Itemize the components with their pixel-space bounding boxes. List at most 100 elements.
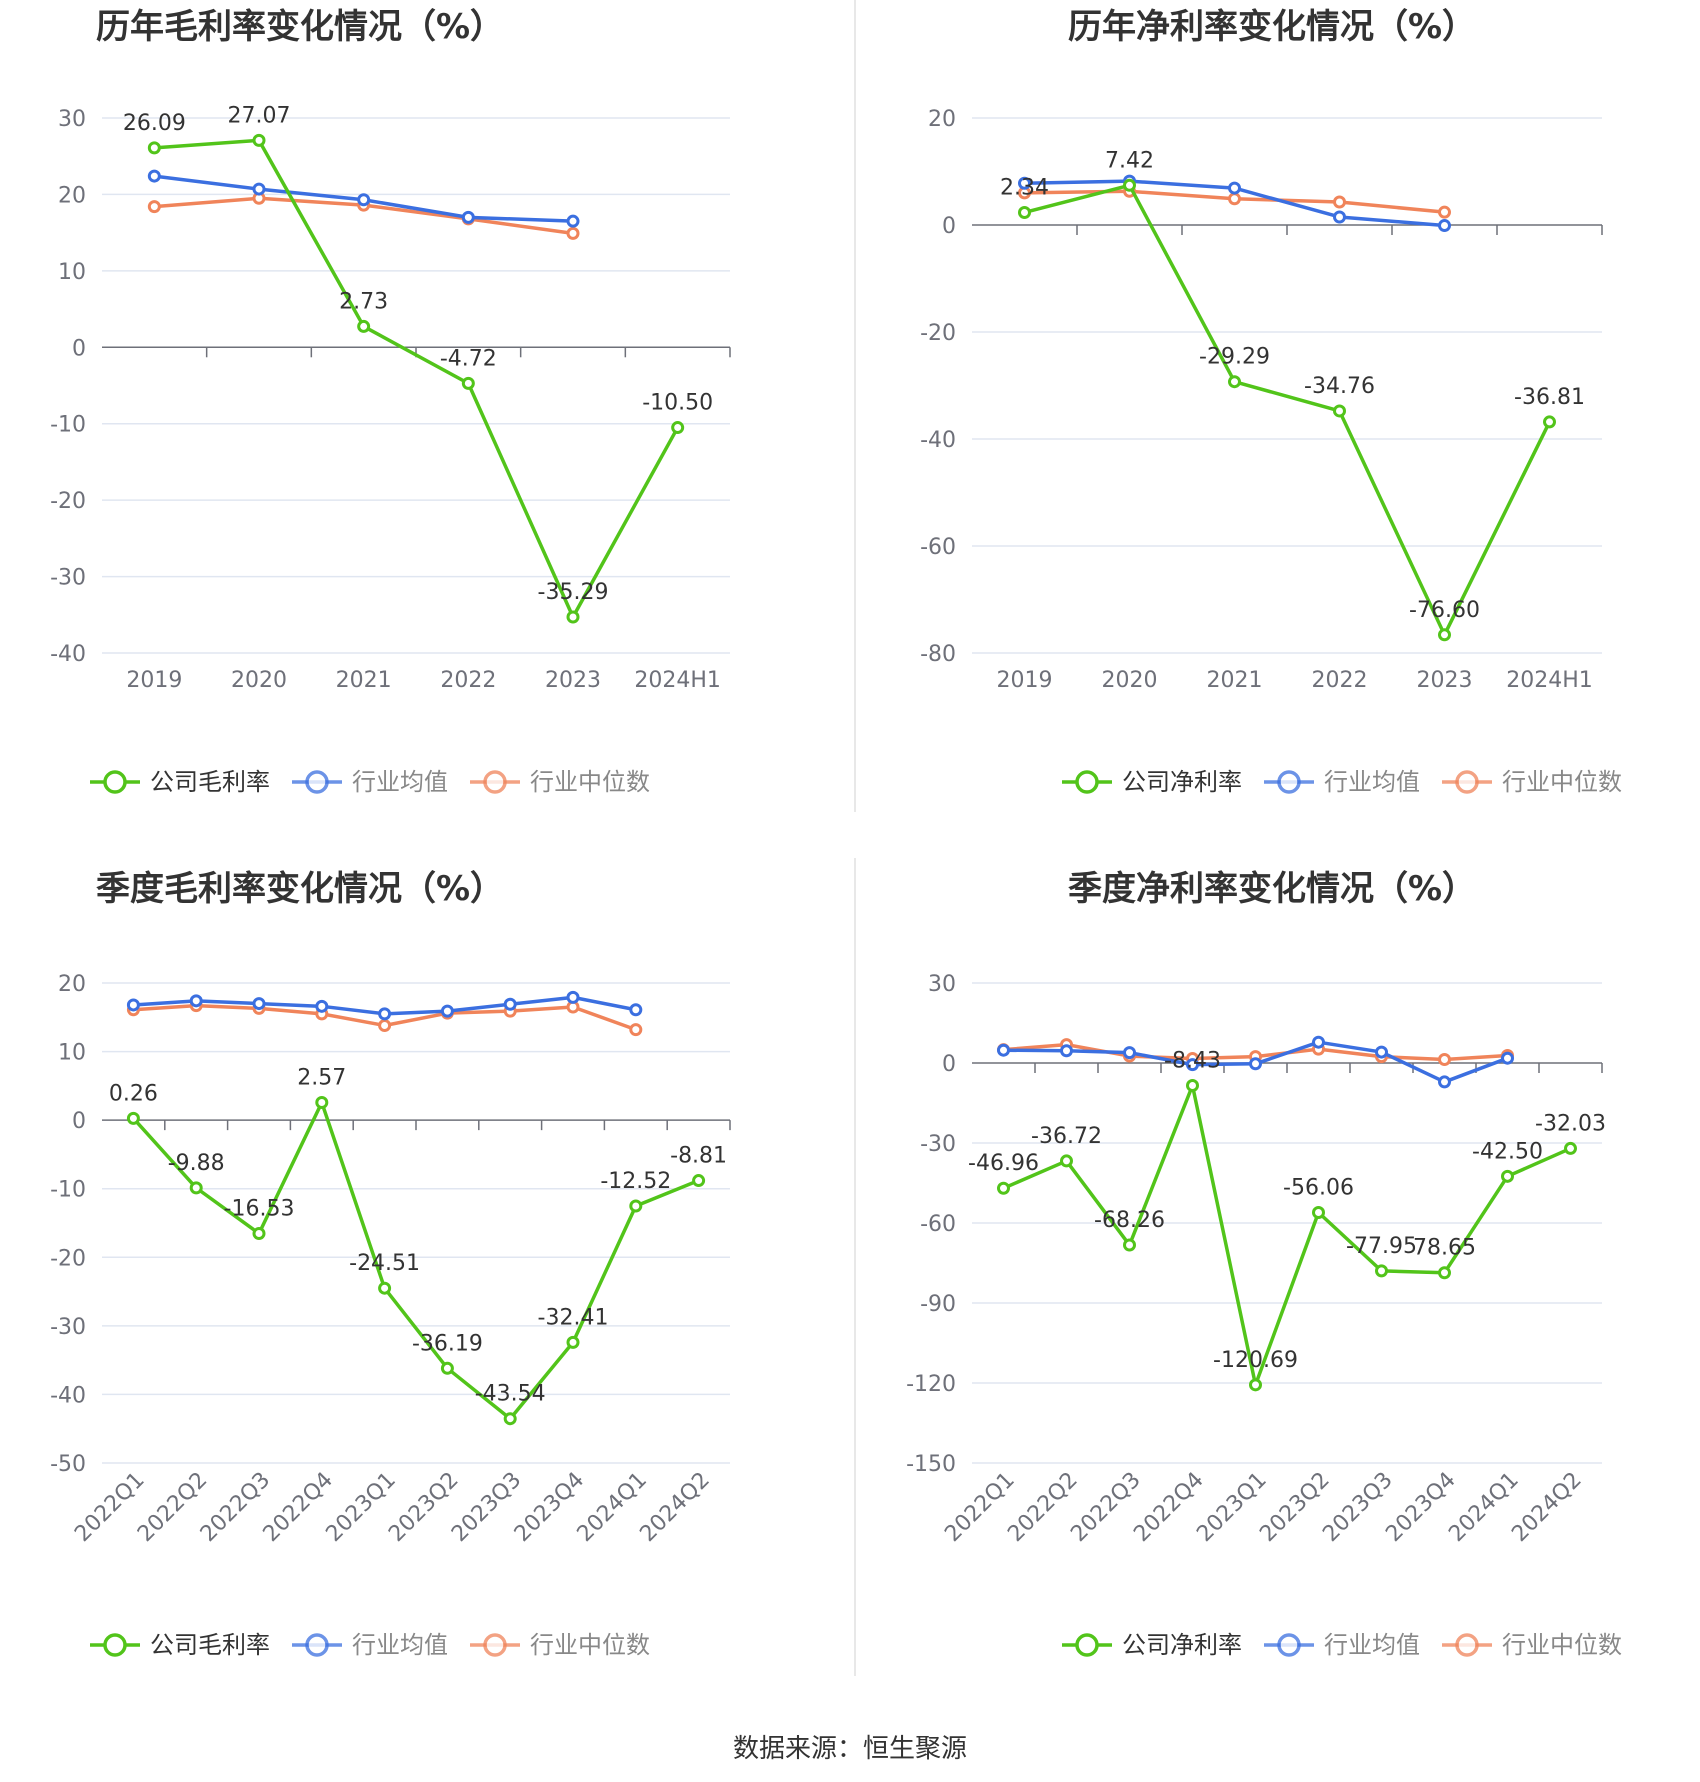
legend-item-avg[interactable]: 行业均值 [292,768,448,796]
data-label: -8.81 [670,1144,727,1169]
chart-title: 历年毛利率变化情况（%） [96,7,504,47]
data-point-company [147,141,161,155]
data-point-avg [997,1043,1010,1057]
chart-title: 季度净利率变化情况（%） [1068,869,1476,909]
x-tick-label: 2019 [126,668,182,693]
y-tick-label: -20 [920,321,956,346]
data-label: 0.26 [109,1081,158,1106]
data-point-avg [566,214,580,228]
x-tick-label: 2023 [1417,668,1473,693]
x-tick-label: 2024Q2 [635,1468,714,1547]
data-point-company [357,319,371,333]
data-point-company [1375,1264,1388,1278]
data-label: 2.73 [339,289,388,314]
y-tick-label: 0 [72,336,86,361]
y-tick-label: -30 [50,1315,86,1340]
data-label: -35.29 [538,580,609,605]
legend-label: 行业均值 [352,1631,448,1659]
data-point-company [997,1181,1010,1195]
data-point-avg [1228,181,1241,195]
data-point-avg [252,182,266,196]
legend-label: 行业中位数 [530,1631,650,1659]
x-tick-label: 2022 [1312,668,1368,693]
legend-item-company[interactable]: 公司净利率 [1062,1631,1242,1659]
data-point-median [1333,195,1346,209]
legend-item-median[interactable]: 行业中位数 [470,768,650,796]
data-label: -4.72 [440,346,497,371]
data-point-avg [1186,1058,1199,1072]
legend-item-company[interactable]: 公司毛利率 [90,1631,270,1659]
y-tick-label: -60 [920,535,956,560]
data-point-avg [1438,1075,1451,1089]
y-tick-label: -20 [50,1246,86,1271]
legend-label: 公司净利率 [1122,1631,1242,1659]
data-label: -36.72 [1031,1124,1102,1149]
x-tick-label: 2024Q2 [1507,1468,1586,1547]
data-point-company [629,1199,643,1213]
legend-item-median[interactable]: 行业中位数 [1442,768,1622,796]
data-point-company [1228,375,1241,389]
data-point-avg [1501,1051,1514,1065]
legend-item-median[interactable]: 行业中位数 [470,1631,650,1659]
legend-label: 公司净利率 [1122,768,1242,796]
x-tick-label: 2019 [997,668,1053,693]
legend-swatch-marker [1277,1633,1301,1657]
legend-item-avg[interactable]: 行业均值 [292,1631,448,1659]
data-label: 26.09 [123,111,186,136]
data-label: -56.06 [1283,1175,1354,1200]
series-line-company [1024,183,1552,637]
legend-label: 行业均值 [1324,768,1420,796]
y-tick-label: -120 [906,1372,956,1397]
x-tick-label: 2021 [336,668,392,693]
data-point-avg [440,1004,454,1018]
data-point-company [126,1111,140,1125]
legend-swatch-marker [483,1633,507,1657]
data-point-company [378,1281,392,1295]
y-tick-label: -10 [50,1178,86,1203]
x-tick-label: 2020 [1102,668,1158,693]
data-point-avg [126,998,140,1012]
y-tick-label: 20 [928,107,956,132]
legend-item-avg[interactable]: 行业均值 [1264,1631,1420,1659]
y-tick-label: 10 [58,260,86,285]
legend-item-company[interactable]: 公司净利率 [1062,768,1242,796]
y-tick-label: 10 [58,1041,86,1066]
data-label: 78.65 [1413,1236,1476,1261]
data-point-avg [189,994,203,1008]
data-point-avg [503,997,517,1011]
chart-panel-3: 季度毛利率变化情况（%）20100-10-20-30-40-502022Q120… [50,869,731,1659]
legend-item-company[interactable]: 公司毛利率 [90,768,270,796]
y-tick-label: 30 [58,107,86,132]
data-point-avg [566,990,580,1004]
legend-swatch-marker [1455,1633,1479,1657]
legend-swatch-marker [1075,770,1099,794]
y-tick-label: 0 [72,1109,86,1134]
data-label: -9.88 [168,1151,225,1176]
data-point-company [252,1226,266,1240]
x-tick-label: 2022 [440,668,496,693]
data-point-company [1018,205,1031,219]
data-point-company [1060,1154,1073,1168]
data-point-avg [1375,1045,1388,1059]
y-tick-label: 20 [58,972,86,997]
data-point-company [566,1335,580,1349]
data-label: -46.96 [968,1151,1039,1176]
legend-swatch-marker [305,1633,329,1657]
data-label: -10.50 [642,391,713,416]
y-tick-label: -80 [920,642,956,667]
series-line-company [132,1100,700,1421]
legend-item-avg[interactable]: 行业均值 [1264,768,1420,796]
y-tick-label: -10 [50,413,86,438]
data-point-avg [147,169,161,183]
data-label: 27.07 [228,103,291,128]
legend-label: 行业均值 [352,768,448,796]
data-label: -29.29 [1199,345,1270,370]
chart-panel-4: 季度净利率变化情况（%）300-30-60-90-120-1502022Q120… [906,869,1622,1659]
data-point-avg [1018,176,1031,190]
legend-label: 公司毛利率 [150,768,270,796]
y-tick-label: 20 [58,183,86,208]
legend-swatch-marker [305,770,329,794]
legend-swatch-marker [1277,770,1301,794]
legend-item-median[interactable]: 行业中位数 [1442,1631,1622,1659]
